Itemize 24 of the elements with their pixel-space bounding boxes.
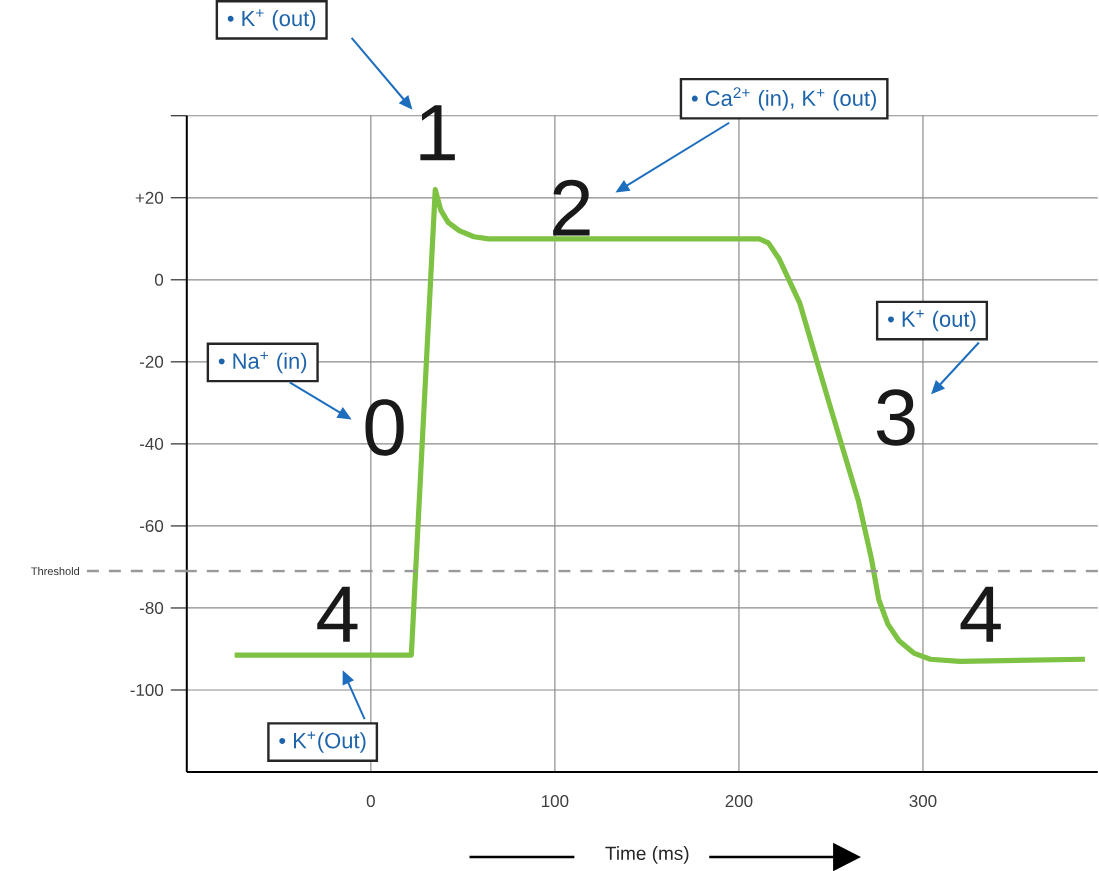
y-tick-label: -20	[139, 355, 164, 368]
x-tick-label: 200	[725, 795, 753, 808]
x-tick-label: 100	[542, 795, 569, 808]
y-tick-label: -100	[130, 684, 164, 697]
text: • K$^{+}$ (out)	[227, 9, 316, 31]
annotation: 4	[960, 586, 1001, 642]
annotation: • K$^{+}$(Out)	[279, 731, 366, 753]
ref-line-label: Threshold	[31, 567, 80, 576]
annotation: • Na$^{+}$ (in)	[218, 351, 307, 374]
annotation: 2	[553, 179, 590, 236]
x-tick-label: 300	[909, 795, 937, 808]
annotation: 3	[876, 389, 915, 446]
x-tick-label: 0	[366, 795, 375, 808]
y-tick-label: 0	[154, 273, 164, 286]
y-tick-label: -40	[139, 437, 164, 450]
annotation: 0	[365, 399, 404, 456]
annotation: 1	[420, 105, 455, 161]
text: • Ca$^{2+}$ (in), K$^{+}$ (out)	[691, 87, 876, 111]
y-tick-label: +20	[135, 191, 164, 204]
y-tick-label: -60	[139, 519, 164, 532]
y-tick-label: -80	[139, 602, 164, 615]
annotation: • K$^{+}$ (out)	[888, 309, 976, 332]
annotation: 4	[317, 586, 358, 642]
x-axis-title: Time (ms)	[605, 846, 689, 864]
